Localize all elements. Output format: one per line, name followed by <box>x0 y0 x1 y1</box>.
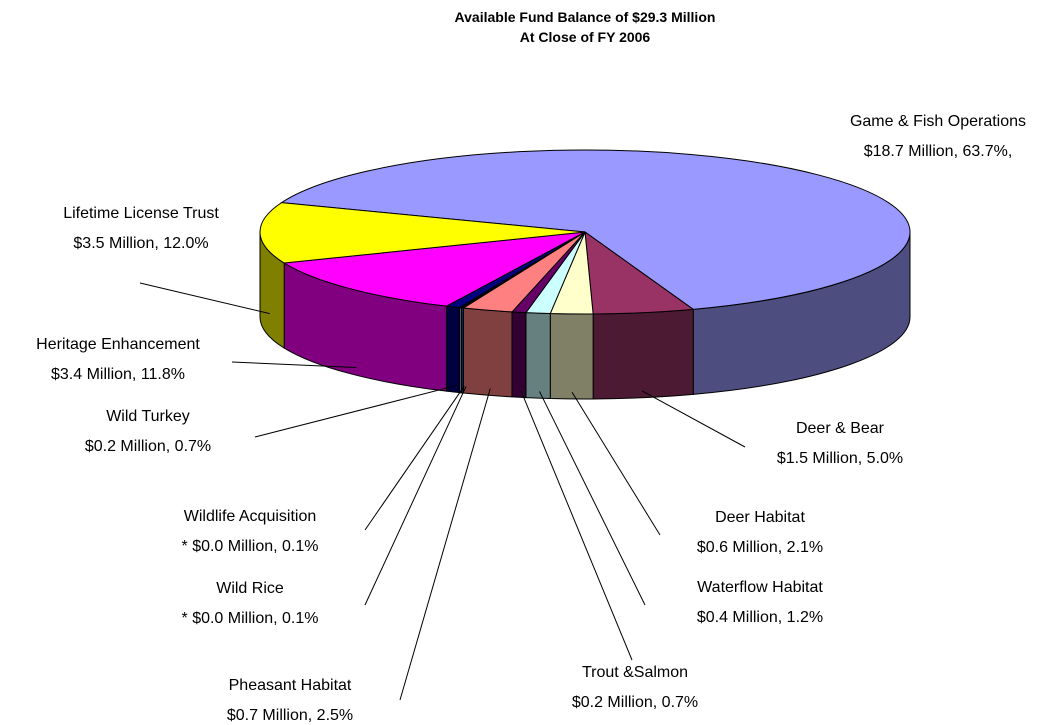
pie-side <box>462 307 513 398</box>
pie-slice <box>259 202 586 264</box>
pie-side <box>525 312 551 400</box>
leader-line <box>364 386 467 606</box>
slice-label: Wildlife Acquisition <box>184 508 317 525</box>
slice-label: Lifetime License Trust <box>63 205 219 222</box>
leader-line <box>399 388 491 701</box>
leader-line <box>364 385 465 531</box>
chart-subtitle: At Close of FY 2006 <box>520 29 651 45</box>
slice-label: Wild Turkey <box>106 408 190 425</box>
value-label: $0.6 Million, 2.1% <box>697 539 823 556</box>
slice-label: Trout &Salmon <box>582 664 688 681</box>
leader-line <box>641 390 746 448</box>
slice-label: Pheasant Habitat <box>229 677 352 694</box>
leader-line <box>254 384 458 438</box>
leader-line <box>539 391 646 606</box>
pie-slice <box>280 149 911 310</box>
leader-line <box>139 282 270 315</box>
value-label: * $0.0 Million, 0.1% <box>182 610 319 627</box>
value-label: $3.5 Million, 12.0% <box>73 235 208 252</box>
value-label: $0.7 Million, 2.5% <box>227 707 353 724</box>
slice-label: Deer & Bear <box>796 420 885 437</box>
pie-side <box>445 305 461 394</box>
slice-label: Heritage Enhancement <box>36 336 200 353</box>
slice-label: Game & Fish Operations <box>850 113 1026 130</box>
pie-side <box>592 308 694 400</box>
value-label: $18.7 Million, 63.7%, <box>864 143 1013 160</box>
leader-line <box>231 361 357 369</box>
pie-side <box>511 311 527 399</box>
chart-title: Available Fund Balance of $29.3 Million <box>455 9 716 25</box>
slice-label: Deer Habitat <box>715 509 805 526</box>
pie-slice <box>282 231 586 307</box>
slice-label: Waterflow Habitat <box>697 579 823 596</box>
leader-line <box>520 390 633 661</box>
value-label: * $0.0 Million, 0.1% <box>182 538 319 555</box>
value-label: $0.2 Million, 0.7% <box>85 438 211 455</box>
pie-side <box>549 313 594 400</box>
slice-label: Wild Rice <box>216 580 284 597</box>
value-label: $3.4 Million, 11.8% <box>51 366 185 383</box>
value-label: $0.4 Million, 1.2% <box>697 609 823 626</box>
value-label: $0.2 Million, 0.7% <box>572 694 698 711</box>
leader-line <box>571 391 661 536</box>
value-label: $1.5 Million, 5.0% <box>777 450 903 467</box>
